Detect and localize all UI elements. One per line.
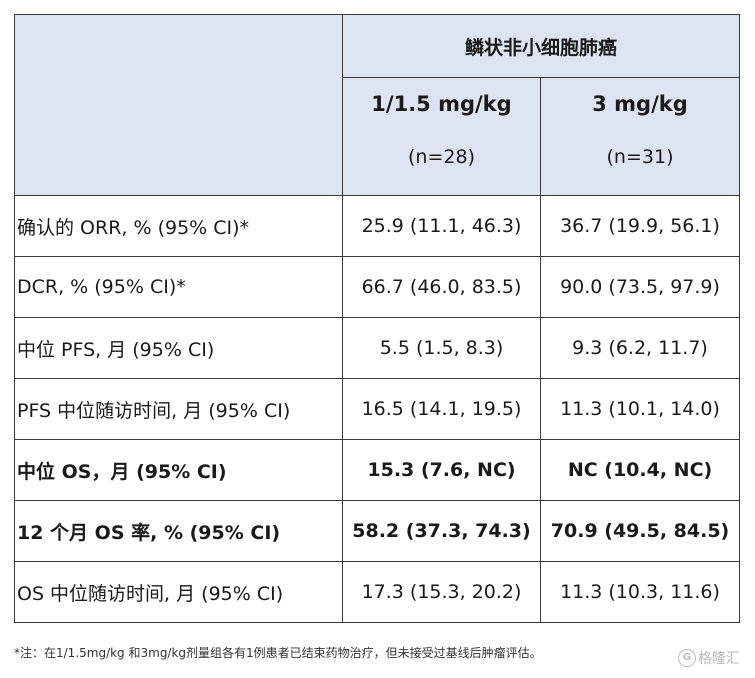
sample-size: (n=28) [408, 146, 475, 168]
header-empty-cell [14, 14, 343, 196]
row-label: 中位 OS，月 (95% CI) [14, 439, 343, 501]
results-table: 鳞状非小细胞肺癌 1/1.5 mg/kg (n=28) 3 mg/kg (n=3… [14, 14, 741, 623]
table-row: OS 中位随访时间, 月 (95% CI) 17.3 (15.3, 20.2) … [14, 561, 741, 623]
cell-value: 9.3 (6.2, 11.7) [539, 317, 741, 379]
dose-column-header-2: 3 mg/kg (n=31) [539, 77, 741, 196]
cell-value: NC (10.4, NC) [539, 439, 741, 501]
cell-value: 90.0 (73.5, 97.9) [539, 256, 741, 318]
footnote: *注：在1/1.5mg/kg 和3mg/kg剂量组各有1例患者已结束药物治疗，但… [14, 646, 542, 660]
cell-value: 16.5 (14.1, 19.5) [342, 378, 541, 440]
dose-column-header-1: 1/1.5 mg/kg (n=28) [342, 77, 541, 196]
group-header: 鳞状非小细胞肺癌 [341, 14, 741, 78]
cell-value: 25.9 (11.1, 46.3) [342, 195, 541, 257]
cell-value: 70.9 (49.5, 84.5) [539, 500, 741, 562]
cell-value: 58.2 (37.3, 74.3) [342, 500, 541, 562]
table-row: 12 个月 OS 率, % (95% CI) 58.2 (37.3, 74.3)… [14, 500, 741, 562]
row-label: 确认的 ORR, % (95% CI)* [14, 195, 343, 257]
cell-value: 15.3 (7.6, NC) [342, 439, 541, 501]
watermark: G 格隆汇 [678, 648, 740, 668]
cell-value: 5.5 (1.5, 8.3) [342, 317, 541, 379]
table-row: 确认的 ORR, % (95% CI)* 25.9 (11.1, 46.3) 3… [14, 195, 741, 257]
table-row: DCR, % (95% CI)* 66.7 (46.0, 83.5) 90.0 … [14, 256, 741, 318]
table-row: 中位 PFS, 月 (95% CI) 5.5 (1.5, 8.3) 9.3 (6… [14, 317, 741, 379]
cell-value: 11.3 (10.1, 14.0) [539, 378, 741, 440]
dose-label: 1/1.5 mg/kg [371, 92, 512, 116]
cell-value: 17.3 (15.3, 20.2) [342, 561, 541, 623]
dose-label: 3 mg/kg [592, 92, 688, 116]
watermark-text: 格隆汇 [698, 651, 740, 667]
sample-size: (n=31) [606, 146, 674, 168]
row-label: PFS 中位随访时间, 月 (95% CI) [14, 378, 343, 440]
table-row: PFS 中位随访时间, 月 (95% CI) 16.5 (14.1, 19.5)… [14, 378, 741, 440]
row-label: OS 中位随访时间, 月 (95% CI) [14, 561, 343, 623]
watermark-logo-icon: G [678, 649, 696, 667]
cell-value: 11.3 (10.3, 11.6) [539, 561, 741, 623]
row-label: 中位 PFS, 月 (95% CI) [14, 317, 343, 379]
table-row: 中位 OS，月 (95% CI) 15.3 (7.6, NC) NC (10.4… [14, 439, 741, 501]
cell-value: 66.7 (46.0, 83.5) [342, 256, 541, 318]
cell-value: 36.7 (19.9, 56.1) [539, 195, 741, 257]
row-label: 12 个月 OS 率, % (95% CI) [14, 500, 343, 562]
row-label: DCR, % (95% CI)* [14, 256, 343, 318]
